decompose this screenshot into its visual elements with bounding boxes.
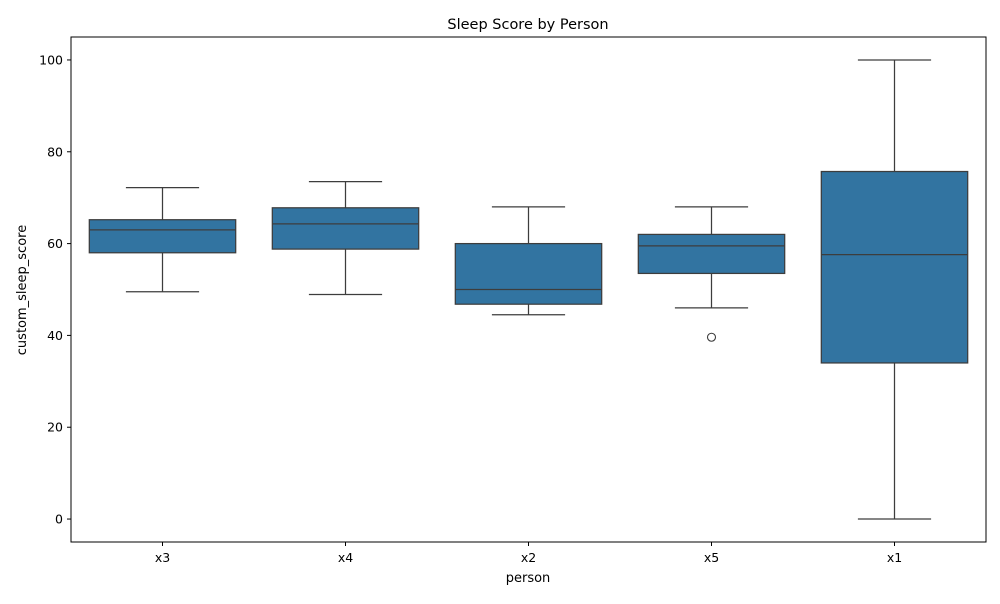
y-tick-label: 60 xyxy=(47,236,63,251)
iqr-box xyxy=(637,233,786,275)
y-axis: 0 20 40 60 80 100 xyxy=(39,52,71,527)
y-tick-label: 0 xyxy=(55,512,63,527)
box-x3 xyxy=(88,186,237,293)
outlier-point xyxy=(706,332,717,342)
y-axis-label: custom_sleep_score xyxy=(15,225,30,355)
boxes-layer xyxy=(88,59,969,520)
x-axis-label: person xyxy=(506,571,551,586)
x-axis: x3 x4 x2 x5 x1 xyxy=(155,542,902,565)
box-x2 xyxy=(454,206,603,316)
x-tick-label-x5: x5 xyxy=(704,550,719,565)
box-x1 xyxy=(820,59,969,520)
y-tick-label: 20 xyxy=(47,420,63,435)
x-tick-label-x1: x1 xyxy=(887,550,902,565)
x-tick-label-x2: x2 xyxy=(521,550,536,565)
x-tick-label-x3: x3 xyxy=(155,550,170,565)
x-tick-label-x4: x4 xyxy=(338,550,353,565)
y-tick-label: 100 xyxy=(39,52,63,67)
iqr-box xyxy=(271,207,420,250)
y-tick-label: 40 xyxy=(47,328,63,343)
iqr-box xyxy=(454,242,603,305)
y-tick-label: 80 xyxy=(47,144,63,159)
box-x4 xyxy=(271,180,420,296)
iqr-box xyxy=(820,170,969,364)
box-x5 xyxy=(637,206,786,342)
chart-title: Sleep Score by Person xyxy=(447,17,608,33)
iqr-box xyxy=(88,219,237,254)
